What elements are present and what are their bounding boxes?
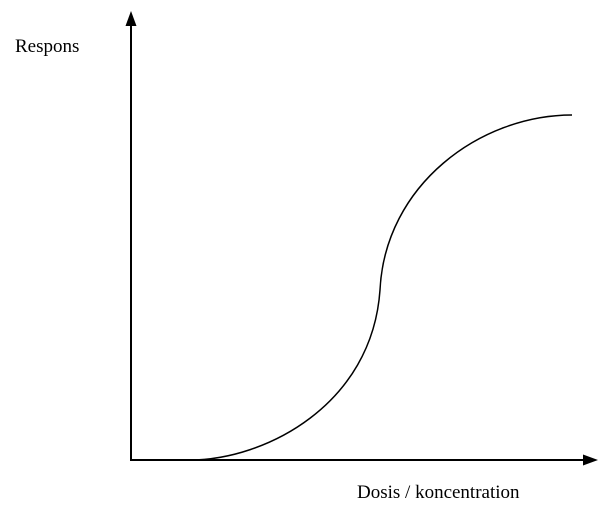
x-axis-arrow — [583, 454, 598, 466]
x-axis-label: Dosis / koncentration — [357, 482, 520, 503]
y-axis-label: Respons — [15, 36, 79, 57]
dose-response-curve — [189, 114, 573, 461]
y-axis-arrow — [125, 11, 137, 26]
